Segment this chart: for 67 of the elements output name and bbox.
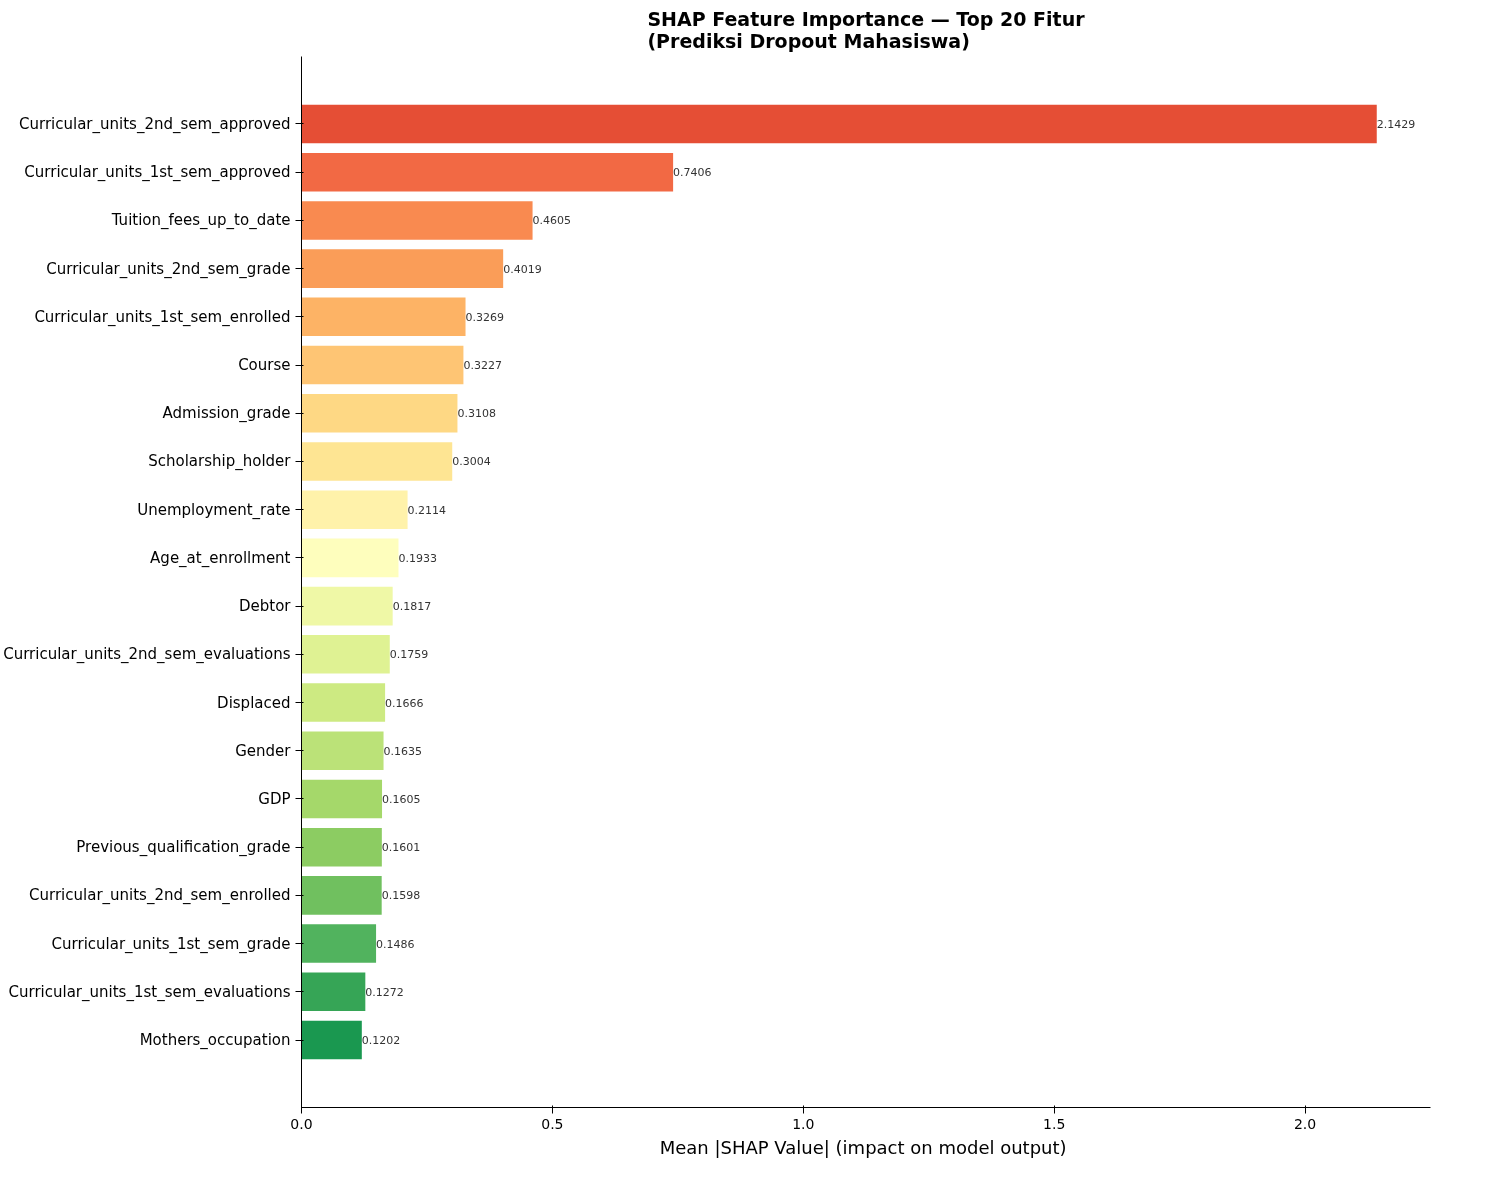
data-label: 0.7406 <box>673 166 712 180</box>
y-tick-label: Curricular_units_2nd_sem_grade <box>46 259 291 279</box>
y-tick-label: Curricular_units_1st_sem_approved <box>24 163 291 183</box>
data-label: 0.3227 <box>463 359 502 373</box>
x-tick-label: 0.5 <box>541 1115 564 1132</box>
y-tick-label: Curricular_units_2nd_sem_approved <box>19 115 291 134</box>
y-tick-label: Unemployment_rate <box>137 500 291 520</box>
data-label: 0.1666 <box>385 696 424 710</box>
y-tick-label: Displaced <box>217 693 291 712</box>
bar <box>301 924 377 963</box>
bar <box>301 201 533 240</box>
bar <box>301 731 384 771</box>
x-axis-title: Mean |SHAP Value| (impact on model output) <box>659 1136 1067 1158</box>
data-label: 0.3108 <box>457 407 496 421</box>
y-tick-label: Curricular_units_2nd_sem_enrolled <box>29 886 291 906</box>
y-tick-label: Admission_grade <box>162 404 291 424</box>
bar <box>301 827 382 867</box>
x-tick-label: 0.0 <box>290 1115 313 1132</box>
bar <box>301 297 466 337</box>
data-label: 0.1486 <box>376 937 415 951</box>
y-tick-label: Gender <box>235 741 292 760</box>
data-label: 0.1759 <box>389 648 429 662</box>
bar <box>301 635 390 674</box>
bar <box>301 393 458 433</box>
bar <box>301 152 674 192</box>
x-tick-label: 1.5 <box>1043 1115 1066 1132</box>
y-tick-label: Curricular_units_1st_sem_grade <box>51 934 291 954</box>
bar <box>301 104 1377 144</box>
bar <box>301 876 382 915</box>
data-label: 0.2114 <box>407 503 447 517</box>
data-label: 0.4019 <box>503 262 542 276</box>
data-label: 0.1598 <box>381 889 421 903</box>
y-tick-label: Mothers_occupation <box>139 1031 291 1050</box>
bar <box>301 972 366 1012</box>
data-label: 0.1272 <box>365 985 404 999</box>
bar <box>301 683 386 722</box>
data-label: 0.1635 <box>383 744 423 758</box>
y-tick-label: Curricular_units_1st_sem_enrolled <box>34 307 291 327</box>
bar <box>301 779 383 819</box>
data-label: 2.1429 <box>1376 118 1416 131</box>
data-label: 0.1817 <box>392 600 432 614</box>
bar <box>301 538 399 578</box>
bar <box>301 1020 362 1060</box>
bar <box>301 442 453 481</box>
y-tick-label: Age_at_enrollment <box>150 548 291 568</box>
bar <box>301 249 504 288</box>
x-tick-label: 2.0 <box>1293 1115 1317 1132</box>
data-label: 0.1933 <box>398 551 437 565</box>
y-tick-label: Previous_qualification_grade <box>76 838 291 858</box>
data-label: 0.1601 <box>381 841 421 855</box>
y-tick-label: Scholarship_holder <box>148 452 292 472</box>
y-tick-label: Tuition_fees_up_to_date <box>110 211 291 231</box>
y-tick-label: GDP <box>258 789 291 808</box>
data-label: 0.4605 <box>532 214 572 228</box>
data-label: 0.1605 <box>382 792 421 806</box>
y-tick-label: Course <box>238 356 291 375</box>
bar <box>301 490 408 529</box>
data-label: 0.1202 <box>361 1034 401 1047</box>
y-tick-label: Curricular_units_1st_sem_evaluations <box>8 982 291 1002</box>
chart-title: SHAP Feature Importance — Top 20 Fitur (Prediksi Dropout Mahasiswa) <box>647 7 1086 52</box>
data-label: 0.3269 <box>465 310 505 324</box>
bar <box>301 586 393 626</box>
y-tick-label: Debtor <box>238 597 292 616</box>
x-tick-label: 1.0 <box>792 1115 815 1132</box>
bar <box>301 345 464 385</box>
y-tick-label: Curricular_units_2nd_sem_evaluations <box>3 645 291 665</box>
data-label: 0.3004 <box>452 455 491 469</box>
